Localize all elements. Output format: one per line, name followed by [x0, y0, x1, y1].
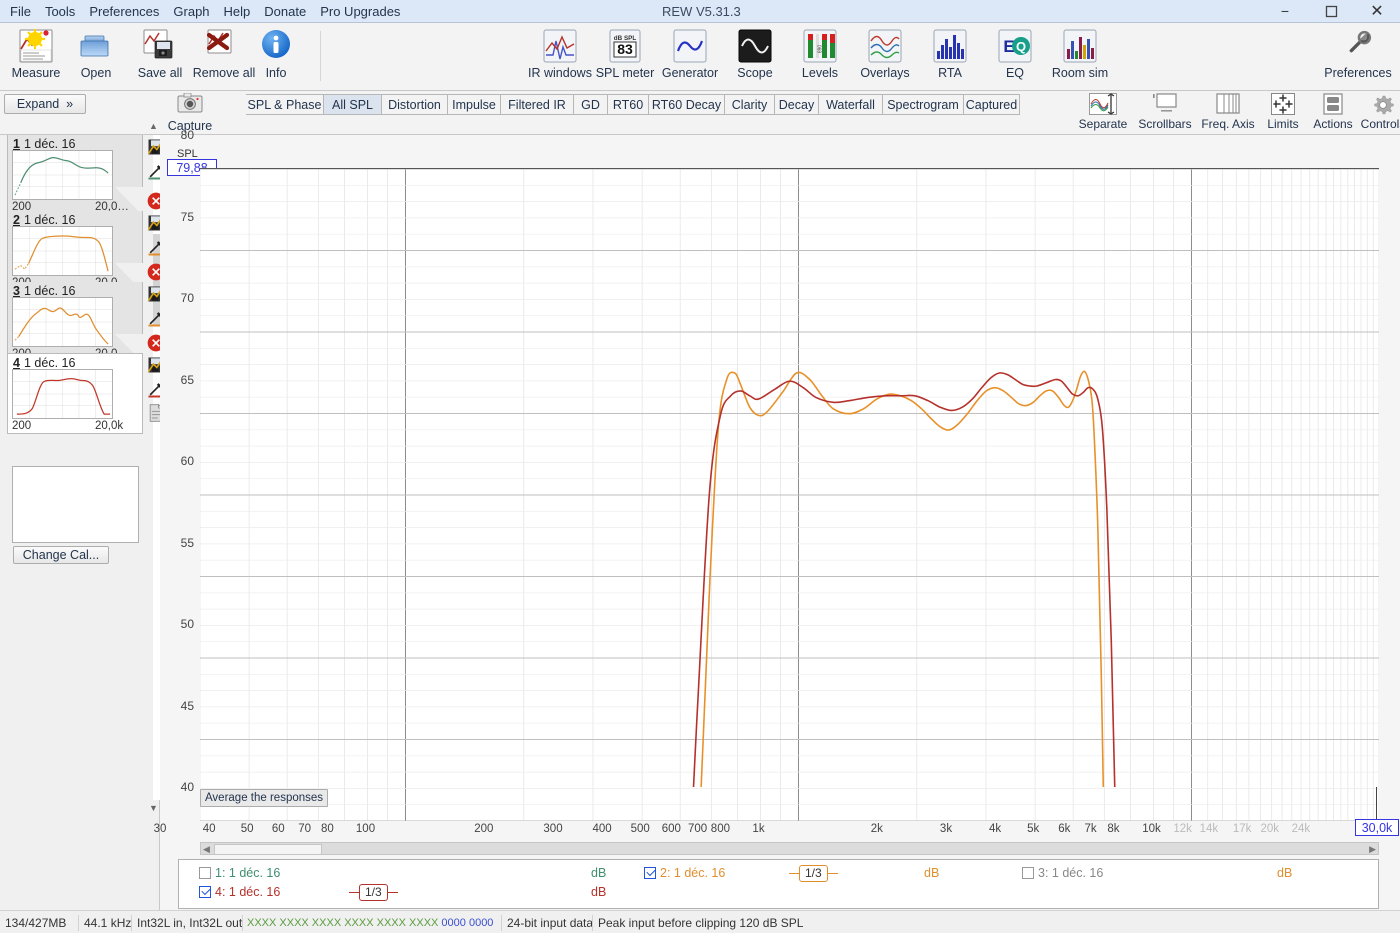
svg-text:Q: Q — [1016, 39, 1026, 54]
svg-text:83: 83 — [617, 41, 633, 57]
svg-text:069: 069 — [816, 45, 822, 54]
